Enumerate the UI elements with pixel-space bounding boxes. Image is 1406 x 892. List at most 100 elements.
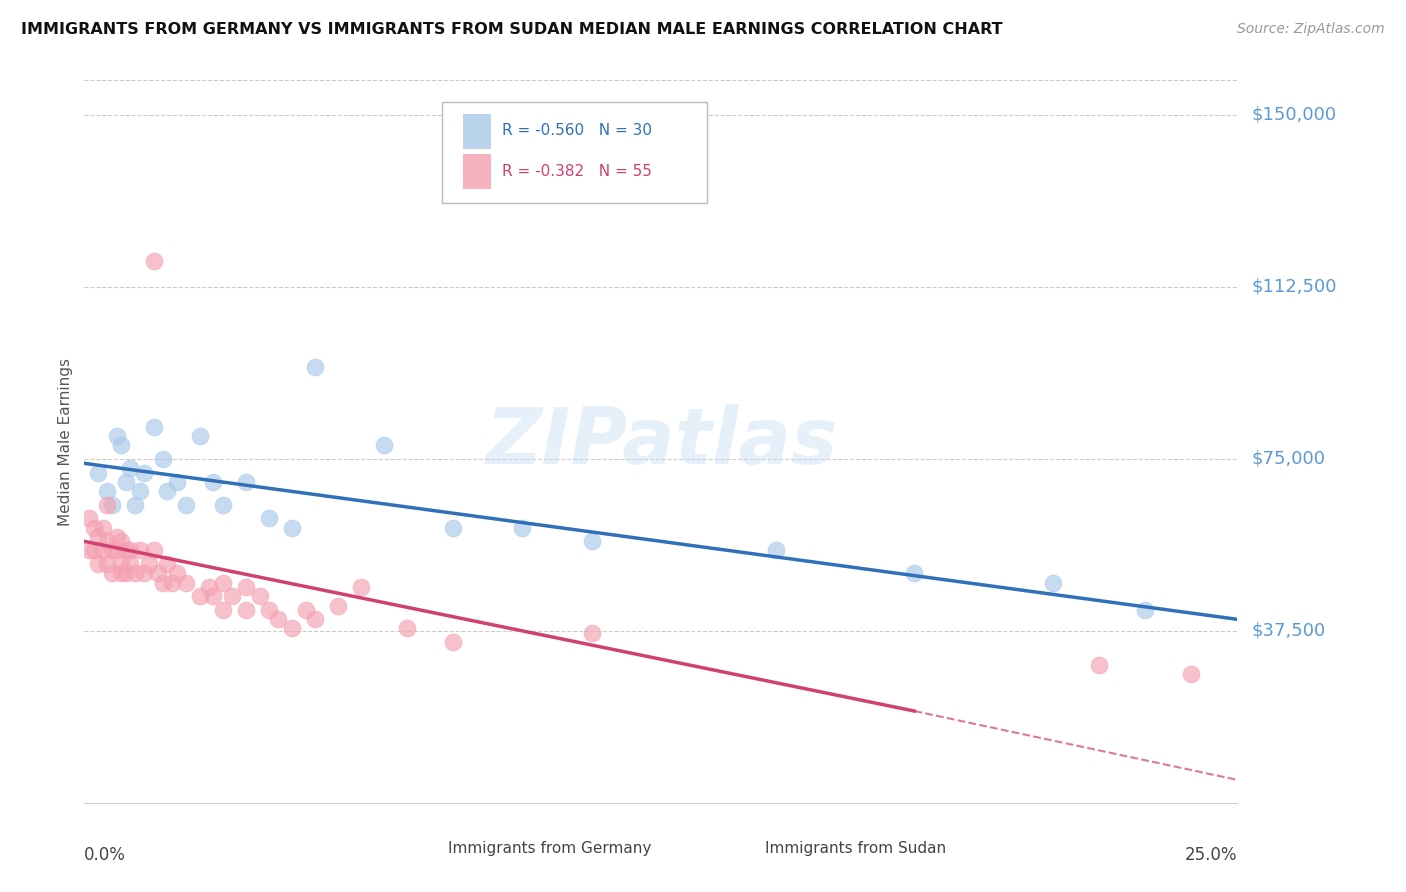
FancyBboxPatch shape bbox=[408, 831, 440, 861]
Point bbox=[166, 566, 188, 581]
Point bbox=[294, 603, 316, 617]
Point bbox=[221, 590, 243, 604]
Text: Source: ZipAtlas.com: Source: ZipAtlas.com bbox=[1237, 22, 1385, 37]
Point bbox=[156, 483, 179, 498]
Point bbox=[152, 575, 174, 590]
Point bbox=[281, 520, 304, 534]
Point bbox=[166, 475, 188, 489]
Point bbox=[115, 475, 138, 489]
Point bbox=[96, 498, 118, 512]
Point bbox=[87, 530, 110, 544]
Point bbox=[257, 603, 280, 617]
Text: $75,000: $75,000 bbox=[1251, 450, 1326, 467]
Text: $37,500: $37,500 bbox=[1251, 622, 1326, 640]
Point bbox=[765, 543, 787, 558]
Point bbox=[134, 466, 156, 480]
Point bbox=[304, 359, 326, 374]
Point bbox=[281, 622, 304, 636]
Point bbox=[101, 566, 124, 581]
Point bbox=[105, 429, 128, 443]
Point bbox=[83, 520, 105, 534]
Point bbox=[96, 483, 118, 498]
Point bbox=[91, 520, 114, 534]
Text: R = -0.560   N = 30: R = -0.560 N = 30 bbox=[502, 123, 652, 138]
Point bbox=[174, 575, 197, 590]
Point bbox=[128, 543, 150, 558]
Point bbox=[211, 603, 233, 617]
Text: Immigrants from Germany: Immigrants from Germany bbox=[447, 841, 651, 855]
Point bbox=[512, 520, 534, 534]
FancyBboxPatch shape bbox=[441, 102, 707, 203]
Point bbox=[120, 558, 142, 572]
Point bbox=[128, 483, 150, 498]
Point bbox=[202, 590, 225, 604]
Point bbox=[110, 438, 132, 452]
Point bbox=[142, 419, 165, 434]
Point bbox=[350, 580, 373, 594]
Point bbox=[87, 466, 110, 480]
Point bbox=[188, 590, 211, 604]
Point bbox=[581, 626, 603, 640]
Point bbox=[156, 558, 179, 572]
Text: Immigrants from Sudan: Immigrants from Sudan bbox=[765, 841, 946, 855]
Text: 25.0%: 25.0% bbox=[1185, 847, 1237, 864]
Point bbox=[115, 543, 138, 558]
Point bbox=[105, 543, 128, 558]
Text: $112,500: $112,500 bbox=[1251, 277, 1337, 296]
Point bbox=[1133, 603, 1156, 617]
Point bbox=[373, 438, 395, 452]
Text: IMMIGRANTS FROM GERMANY VS IMMIGRANTS FROM SUDAN MEDIAN MALE EARNINGS CORRELATIO: IMMIGRANTS FROM GERMANY VS IMMIGRANTS FR… bbox=[21, 22, 1002, 37]
Point bbox=[160, 575, 183, 590]
Point bbox=[120, 461, 142, 475]
Point bbox=[110, 566, 132, 581]
Point bbox=[211, 575, 233, 590]
Point bbox=[120, 543, 142, 558]
Point bbox=[257, 511, 280, 525]
Text: $150,000: $150,000 bbox=[1251, 105, 1336, 124]
Point bbox=[903, 566, 925, 581]
Point bbox=[304, 612, 326, 626]
Point bbox=[198, 580, 221, 594]
FancyBboxPatch shape bbox=[724, 831, 756, 861]
Text: ZIPatlas: ZIPatlas bbox=[485, 403, 837, 480]
Point bbox=[110, 534, 132, 549]
Point bbox=[134, 566, 156, 581]
Point bbox=[188, 429, 211, 443]
Point bbox=[87, 558, 110, 572]
Point bbox=[96, 534, 118, 549]
FancyBboxPatch shape bbox=[463, 154, 491, 189]
Point bbox=[146, 566, 169, 581]
Point bbox=[124, 566, 146, 581]
Point bbox=[396, 622, 419, 636]
Point bbox=[441, 635, 464, 649]
Point bbox=[174, 498, 197, 512]
Point bbox=[211, 498, 233, 512]
Point bbox=[115, 566, 138, 581]
Point bbox=[124, 498, 146, 512]
Point bbox=[96, 558, 118, 572]
Point bbox=[142, 543, 165, 558]
Point bbox=[1180, 667, 1202, 681]
Point bbox=[441, 520, 464, 534]
Text: 0.0%: 0.0% bbox=[84, 847, 127, 864]
Text: R = -0.382   N = 55: R = -0.382 N = 55 bbox=[502, 164, 651, 178]
Point bbox=[138, 558, 160, 572]
Point bbox=[326, 599, 349, 613]
Point bbox=[110, 558, 132, 572]
Point bbox=[581, 534, 603, 549]
Point bbox=[91, 543, 114, 558]
Point bbox=[77, 511, 100, 525]
Point bbox=[249, 590, 271, 604]
Point bbox=[142, 254, 165, 268]
Point bbox=[235, 603, 257, 617]
Point bbox=[1088, 658, 1111, 673]
Point bbox=[83, 543, 105, 558]
Point bbox=[77, 543, 100, 558]
Point bbox=[1042, 575, 1064, 590]
Point bbox=[235, 475, 257, 489]
Point bbox=[101, 543, 124, 558]
Point bbox=[105, 530, 128, 544]
Point bbox=[202, 475, 225, 489]
Y-axis label: Median Male Earnings: Median Male Earnings bbox=[58, 358, 73, 525]
Point bbox=[235, 580, 257, 594]
